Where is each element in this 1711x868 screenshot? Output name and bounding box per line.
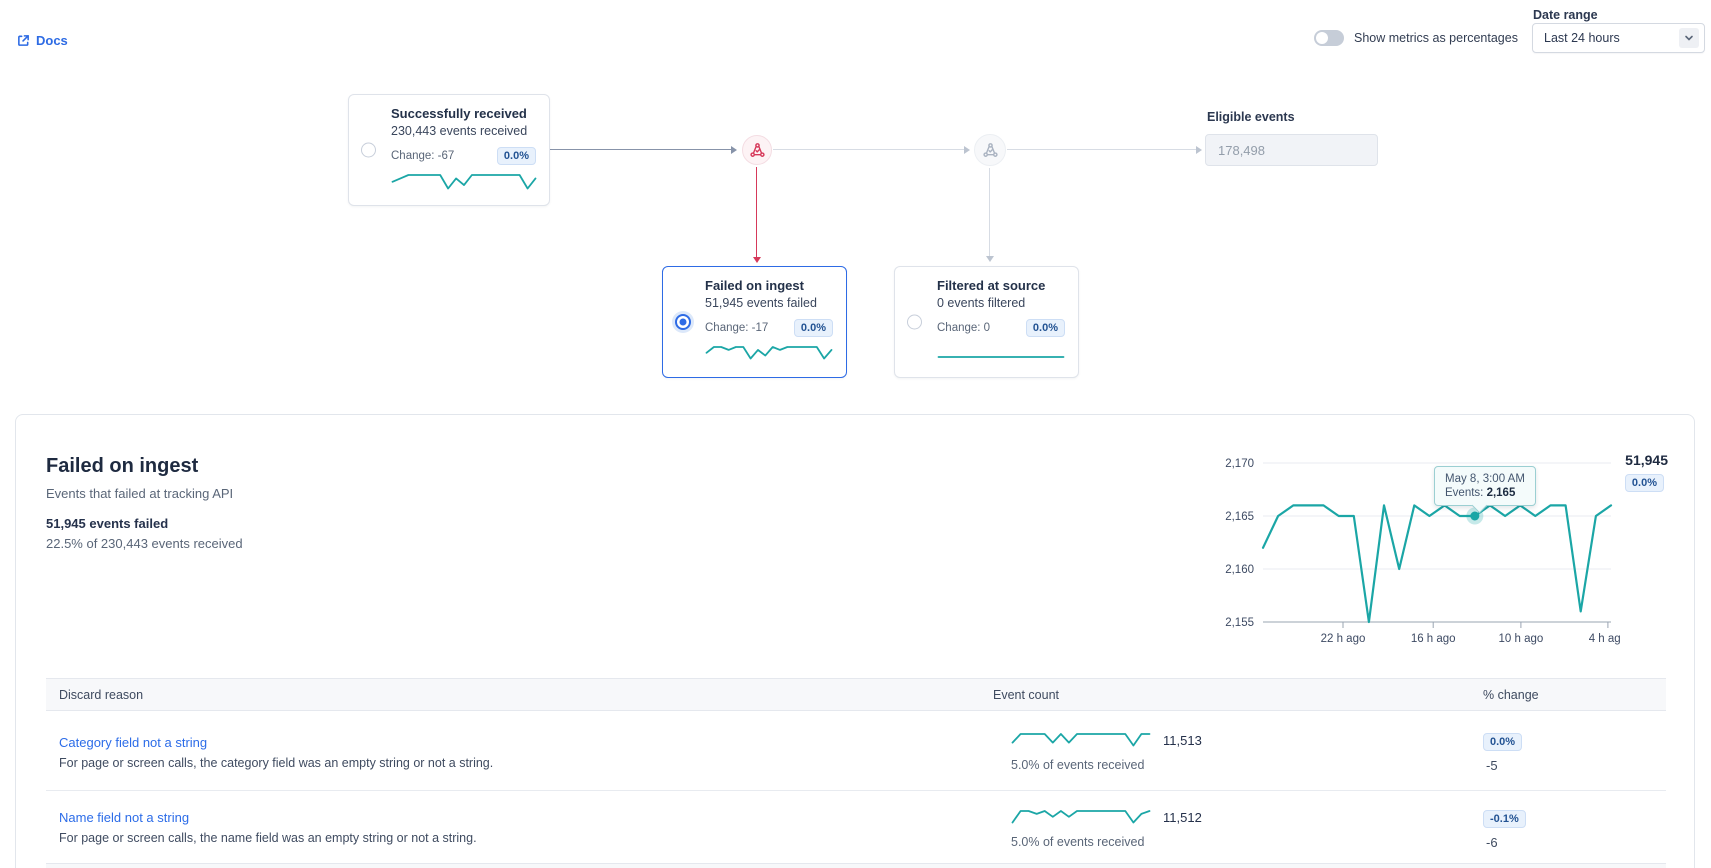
toggle-knob [1316, 32, 1328, 44]
change-badge: 0.0% [1483, 733, 1523, 751]
toggle-label: Show metrics as percentages [1354, 31, 1518, 45]
received-change: Change: -67 [391, 150, 455, 162]
received-radio[interactable] [361, 142, 376, 158]
discard-reason-description: For page or screen calls, the name field… [59, 831, 477, 845]
table-row: Category field not a string For page or … [46, 711, 1666, 791]
failed-sparkline [705, 346, 833, 360]
change-delta: -5 [1486, 758, 1498, 773]
filtered-change: Change: 0 [937, 322, 991, 334]
ingest-validation-node [742, 135, 772, 165]
tooltip-value-label: Events: [1445, 487, 1484, 499]
event-count-share: 5.0% of events received [1011, 835, 1145, 849]
connector-filtered-branch [989, 168, 990, 256]
failed-events-chart-container: 2,170 2,165 2,160 2,155 22 h ago 16 h ago 10 h… [1201, 448, 1627, 660]
discard-reason-link[interactable]: Category field not a string [59, 735, 208, 750]
failed-title: Failed on ingest [705, 278, 804, 293]
metrics-percentages-toggle[interactable] [1314, 30, 1344, 46]
docs-link[interactable]: Docs [17, 33, 68, 48]
discard-reason-description: For page or screen calls, the category f… [59, 756, 494, 770]
tooltip-value-line: Events: 2,165 [1445, 487, 1525, 499]
source-filter-node [974, 134, 1006, 166]
external-link-icon [17, 34, 30, 47]
validation-filter-icon [982, 142, 999, 159]
panel-title: Failed on ingest [46, 455, 199, 477]
received-subtitle: 230,443 events received [391, 124, 528, 138]
received-title: Successfully received [391, 106, 527, 121]
date-range-value: Last 24 hours [1544, 31, 1620, 45]
filtered-change-badge: 0.0% [1025, 319, 1065, 337]
col-percent-change: % change [1483, 688, 1539, 702]
chevron-down-icon [1679, 28, 1699, 48]
svg-text:4 h ago: 4 h ago [1589, 633, 1621, 645]
chart-tooltip: May 8, 3:00 AM Events: 2,165 [1434, 466, 1536, 514]
arrowhead-right-icon [964, 146, 970, 154]
panel-subtitle: Events that failed at tracking API [46, 486, 234, 501]
connector-filter-to-eligible [1007, 149, 1197, 150]
chart-total-badge-wrap: 0.0% [1624, 473, 1664, 492]
filtered-card[interactable]: Filtered at source 0 events filtered Cha… [894, 266, 1079, 378]
received-sparkline [391, 174, 537, 190]
failed-on-ingest-panel: Failed on ingest Events that failed at t… [15, 414, 1695, 868]
change-delta: -6 [1486, 835, 1498, 850]
eligible-events-input[interactable] [1205, 134, 1378, 166]
received-change-badge: 0.0% [496, 147, 536, 165]
failed-card[interactable]: Failed on ingest 51,945 events failed Ch… [662, 266, 847, 378]
row-sparkline [1011, 810, 1151, 824]
svg-text:2,170: 2,170 [1225, 458, 1254, 470]
validation-error-icon [749, 142, 766, 159]
failed-change: Change: -17 [705, 322, 769, 334]
tooltip-date: May 8, 3:00 AM [1445, 473, 1525, 485]
chart-total: 51,945 [1625, 452, 1668, 468]
chart-total-badge: 0.0% [1624, 474, 1664, 492]
filtered-sparkline [937, 356, 1065, 358]
discard-reason-link[interactable]: Name field not a string [59, 810, 190, 825]
arrowhead-down-icon [753, 257, 761, 263]
svg-text:10 h ago: 10 h ago [1499, 633, 1544, 645]
change-badge: -0.1% [1483, 810, 1526, 828]
arrowhead-right-icon [731, 146, 737, 154]
table-header: Discard reason Event count % change [46, 678, 1666, 711]
failed-subtitle: 51,945 events failed [705, 296, 817, 310]
tooltip-value: 2,165 [1486, 487, 1516, 499]
failed-share-stat: 22.5% of 230,443 events received [46, 536, 243, 551]
filtered-title: Filtered at source [937, 278, 1046, 293]
table-row: Name field not a string For page or scre… [46, 791, 1666, 865]
svg-text:2,165: 2,165 [1225, 511, 1254, 523]
event-count-value: 11,512 [1163, 809, 1202, 825]
failed-count-stat: 51,945 events failed [46, 516, 169, 531]
eligible-events-label: Eligible events [1207, 110, 1295, 124]
docs-label: Docs [36, 33, 68, 48]
arrowhead-right-icon [1196, 146, 1202, 154]
connector-ingest-to-filter [773, 149, 965, 150]
svg-text:22 h ago: 22 h ago [1321, 633, 1366, 645]
failed-radio[interactable] [675, 314, 691, 330]
date-range-select[interactable]: Last 24 hours [1532, 23, 1705, 53]
event-count-value: 11,513 [1163, 732, 1202, 748]
filtered-radio[interactable] [907, 314, 922, 330]
col-discard-reason: Discard reason [59, 688, 144, 702]
received-card[interactable]: Successfully received 230,443 events rec… [348, 94, 550, 206]
event-count-share: 5.0% of events received [1011, 758, 1145, 772]
failed-events-chart[interactable]: 2,170 2,165 2,160 2,155 22 h ago 16 h ago 10 h… [1201, 448, 1627, 660]
failed-change-badge: 0.0% [793, 319, 833, 337]
filtered-subtitle: 0 events filtered [937, 296, 1026, 310]
row-sparkline [1011, 733, 1151, 747]
arrowhead-down-icon [986, 256, 994, 262]
connector-failed-branch [756, 167, 757, 257]
col-event-count: Event count [993, 688, 1060, 702]
next-row-partial [46, 863, 1666, 868]
discard-reasons-table: Discard reason Event count % change Cate… [46, 678, 1666, 865]
svg-text:16 h ago: 16 h ago [1411, 633, 1456, 645]
date-range-label: Date range [1533, 8, 1598, 22]
connector-received-to-ingest [550, 149, 732, 150]
svg-text:2,155: 2,155 [1225, 617, 1254, 629]
svg-text:2,160: 2,160 [1225, 564, 1254, 576]
